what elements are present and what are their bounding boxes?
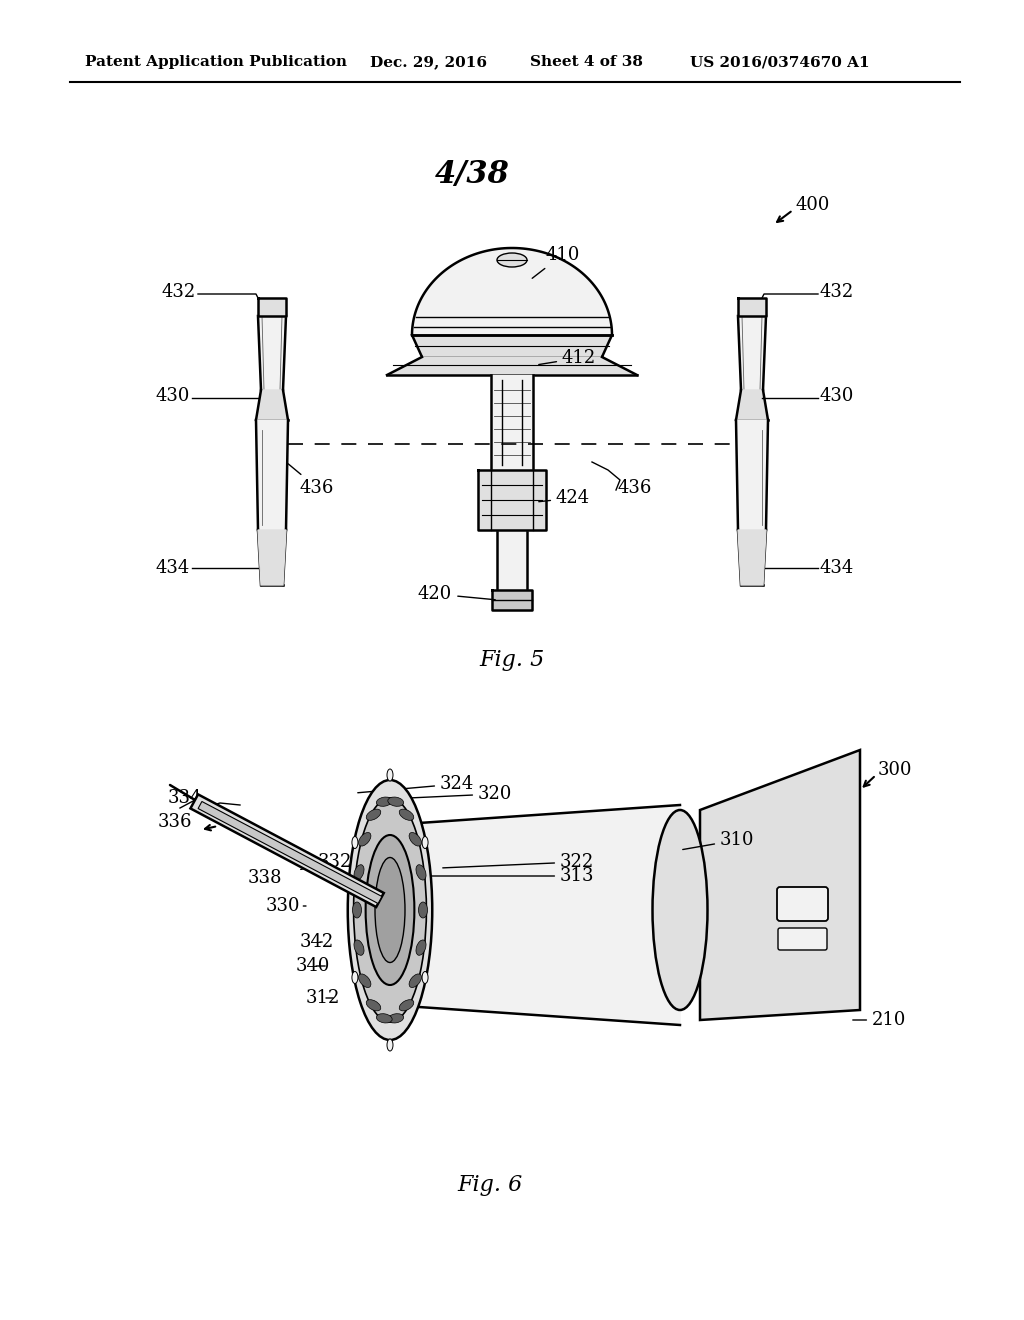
Ellipse shape — [358, 974, 371, 987]
Polygon shape — [256, 420, 288, 531]
Polygon shape — [497, 531, 527, 590]
Ellipse shape — [416, 865, 426, 880]
Polygon shape — [258, 315, 286, 389]
Text: 4/38: 4/38 — [435, 160, 510, 190]
Text: 436: 436 — [618, 479, 652, 498]
Text: 312: 312 — [306, 989, 340, 1007]
Text: Patent Application Publication: Patent Application Publication — [85, 55, 347, 69]
Text: 324: 324 — [357, 775, 474, 793]
Polygon shape — [492, 590, 532, 610]
Text: 400: 400 — [795, 195, 829, 214]
FancyBboxPatch shape — [778, 928, 827, 950]
Text: 434: 434 — [156, 558, 190, 577]
Polygon shape — [198, 801, 382, 903]
Ellipse shape — [366, 836, 415, 985]
Text: 342: 342 — [300, 933, 334, 950]
Polygon shape — [387, 356, 637, 375]
Ellipse shape — [388, 1014, 403, 1023]
Text: 336: 336 — [158, 813, 193, 832]
Polygon shape — [258, 531, 286, 585]
Ellipse shape — [353, 799, 426, 1022]
Polygon shape — [390, 805, 680, 1026]
Ellipse shape — [354, 940, 364, 956]
Text: 300: 300 — [878, 762, 912, 779]
Polygon shape — [736, 389, 768, 420]
Polygon shape — [190, 795, 384, 907]
Polygon shape — [738, 298, 766, 315]
Ellipse shape — [375, 858, 406, 962]
Ellipse shape — [352, 902, 361, 917]
Polygon shape — [412, 335, 612, 356]
Ellipse shape — [354, 865, 364, 880]
Ellipse shape — [387, 770, 393, 781]
Ellipse shape — [358, 833, 371, 846]
Text: 434: 434 — [820, 558, 854, 577]
Polygon shape — [258, 298, 286, 315]
Polygon shape — [738, 531, 766, 585]
Text: 432: 432 — [162, 282, 196, 301]
Ellipse shape — [377, 797, 392, 807]
FancyBboxPatch shape — [777, 887, 828, 921]
Text: 432: 432 — [820, 282, 854, 301]
Ellipse shape — [352, 837, 358, 849]
Text: 340: 340 — [296, 957, 331, 975]
Text: 430: 430 — [820, 387, 854, 405]
Ellipse shape — [387, 1039, 393, 1051]
Text: 330: 330 — [266, 898, 306, 915]
Ellipse shape — [399, 999, 414, 1011]
Ellipse shape — [410, 833, 422, 846]
Text: Fig. 6: Fig. 6 — [458, 1173, 522, 1196]
Ellipse shape — [410, 974, 422, 987]
Ellipse shape — [352, 972, 358, 983]
Ellipse shape — [348, 780, 432, 1040]
Ellipse shape — [388, 797, 403, 807]
Ellipse shape — [652, 810, 708, 1010]
Text: 412: 412 — [539, 348, 596, 367]
Text: Sheet 4 of 38: Sheet 4 of 38 — [530, 55, 643, 69]
Text: 410: 410 — [532, 246, 580, 279]
Text: 420: 420 — [418, 585, 496, 603]
Polygon shape — [256, 389, 288, 420]
Polygon shape — [478, 470, 546, 531]
Polygon shape — [738, 315, 766, 389]
Text: 424: 424 — [539, 488, 590, 507]
Text: 310: 310 — [683, 832, 755, 850]
Text: Dec. 29, 2016: Dec. 29, 2016 — [370, 55, 487, 69]
Ellipse shape — [422, 837, 428, 849]
Text: 313: 313 — [423, 867, 595, 884]
Ellipse shape — [497, 253, 527, 267]
Text: 320: 320 — [368, 785, 512, 803]
Text: Fig. 5: Fig. 5 — [479, 649, 545, 671]
Text: 210: 210 — [853, 1011, 906, 1030]
Ellipse shape — [419, 902, 427, 917]
Text: 332: 332 — [301, 853, 352, 871]
Ellipse shape — [367, 999, 381, 1011]
Ellipse shape — [422, 972, 428, 983]
Polygon shape — [736, 420, 768, 531]
Text: US 2016/0374670 A1: US 2016/0374670 A1 — [690, 55, 869, 69]
Ellipse shape — [367, 809, 381, 820]
Text: 322: 322 — [442, 853, 594, 871]
Ellipse shape — [377, 1014, 392, 1023]
Polygon shape — [412, 248, 612, 335]
Text: 338: 338 — [248, 869, 283, 887]
Text: 430: 430 — [156, 387, 190, 405]
Polygon shape — [490, 375, 534, 470]
Text: 436: 436 — [288, 463, 335, 498]
Ellipse shape — [399, 809, 414, 820]
Polygon shape — [700, 750, 860, 1020]
Text: 334: 334 — [168, 789, 203, 807]
Ellipse shape — [416, 940, 426, 956]
